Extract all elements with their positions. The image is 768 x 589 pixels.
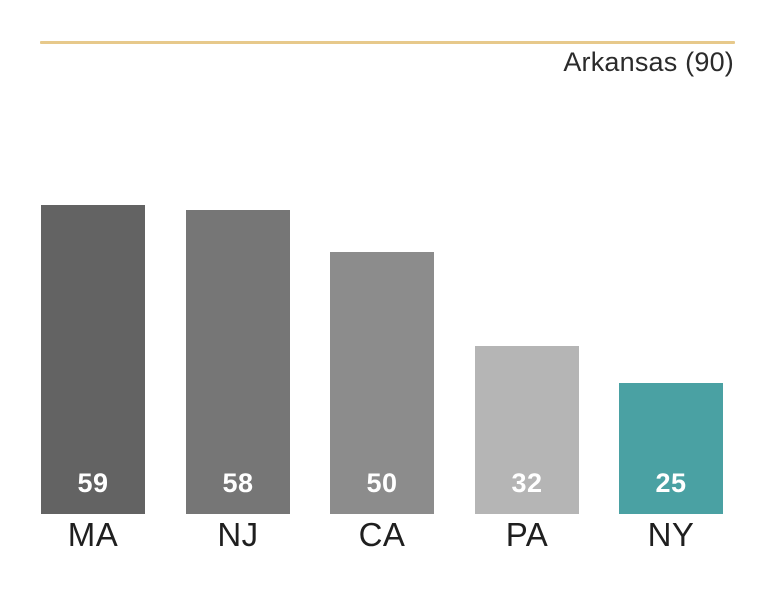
bar-group: 59 MA xyxy=(41,205,145,556)
bar-group: 32 PA xyxy=(475,346,579,556)
bar-category-label: PA xyxy=(505,516,549,553)
bar-value-label: 50 xyxy=(366,468,398,498)
bar-category-label: NJ xyxy=(217,516,259,553)
bar-category-label: MA xyxy=(67,516,119,553)
bar-value-label: 59 xyxy=(77,468,109,498)
bar-group: 58 NJ xyxy=(186,210,290,556)
reference-label: Arkansas (90) xyxy=(563,47,734,77)
bar-group: 50 CA xyxy=(330,252,434,556)
bar-category-label: NY xyxy=(647,516,695,553)
bar-nj: 58 xyxy=(186,210,290,514)
bar-ma: 59 xyxy=(41,205,145,514)
bar-ny: 25 xyxy=(619,383,723,514)
bar-value-label: 32 xyxy=(511,468,543,498)
bar-value-label: 25 xyxy=(655,468,687,498)
bar-value-label: 58 xyxy=(222,468,254,498)
bar-ca: 50 xyxy=(330,252,434,514)
bar-pa: 32 xyxy=(475,346,579,514)
bar-chart: 59 MA 58 NJ 50 CA 32 PA 25 NY xyxy=(41,0,723,556)
bar-category-label: CA xyxy=(358,516,406,553)
bar-group: 25 NY xyxy=(619,383,723,556)
reference-line xyxy=(40,41,735,44)
